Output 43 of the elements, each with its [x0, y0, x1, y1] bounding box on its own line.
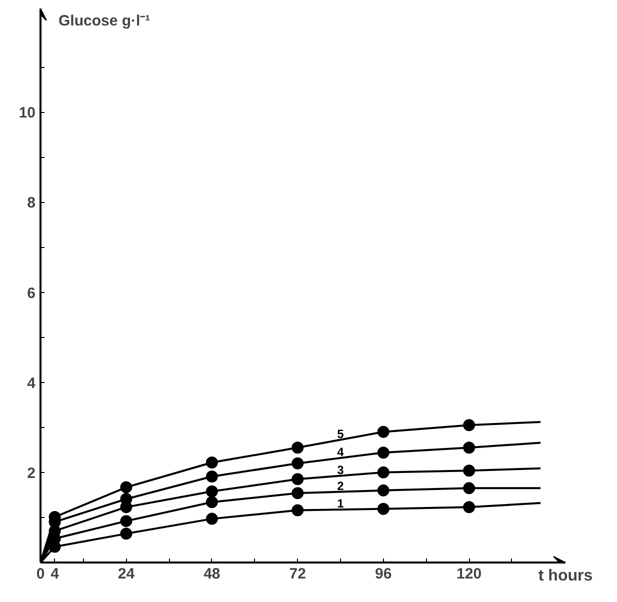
x-tick-label: 24	[118, 566, 136, 582]
point	[206, 456, 218, 468]
x-tick-label: 4	[50, 566, 60, 582]
point	[292, 473, 304, 486]
y-axis-title: Glucose g·l⁻¹	[58, 12, 150, 30]
point	[377, 466, 390, 478]
x-tick-label: 96	[375, 566, 392, 582]
point	[463, 482, 476, 494]
x-tick-label: 72	[289, 566, 306, 582]
point	[377, 484, 390, 496]
point	[120, 493, 132, 505]
point	[120, 481, 132, 494]
series-label: 5	[337, 426, 344, 441]
point	[292, 442, 304, 454]
x-axis-title: t hours	[538, 568, 593, 584]
point	[206, 485, 218, 498]
point	[463, 464, 476, 477]
y-tick-label: 6	[27, 284, 36, 302]
point	[463, 419, 476, 432]
x-tick-label: 120	[456, 566, 482, 582]
point	[463, 501, 476, 514]
y-tick-label: 10	[18, 104, 36, 122]
point	[377, 502, 390, 515]
point	[120, 528, 132, 540]
series-label: 4	[337, 445, 344, 460]
point	[120, 515, 132, 528]
point	[206, 496, 218, 508]
point	[292, 504, 304, 516]
y-tick-label: 8	[27, 194, 36, 212]
x-tick-label: 0	[36, 566, 45, 582]
point	[463, 442, 476, 454]
point	[292, 457, 304, 470]
x-tick-label: 48	[204, 566, 220, 582]
point	[377, 426, 390, 438]
y-tick-label: 2	[27, 464, 36, 482]
point	[206, 470, 218, 482]
point	[377, 446, 390, 459]
y-tick-label: 4	[27, 374, 36, 392]
series-label: 2	[337, 478, 344, 493]
point	[206, 512, 218, 525]
series-label: 1	[337, 496, 344, 511]
point	[292, 487, 304, 500]
series-label: 3	[337, 462, 344, 477]
